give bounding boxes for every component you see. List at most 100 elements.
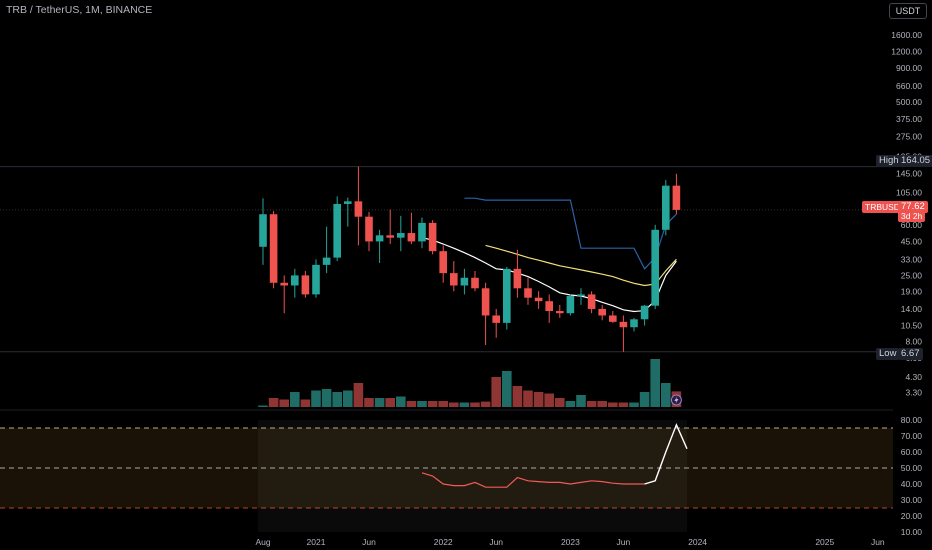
price-tick-label: 60.00 — [901, 220, 923, 230]
candle-body — [269, 214, 278, 283]
candle-body — [651, 229, 659, 306]
candle-body — [481, 288, 490, 316]
price-markers — [670, 394, 682, 406]
time-tick-label: 2023 — [561, 537, 580, 547]
candle-body — [365, 216, 373, 242]
time-axis: Aug 2021 Jun 2022 Jun 2023 Jun 2024 2025 Jun — [255, 537, 884, 547]
volume-bar — [491, 377, 501, 407]
volume-bar — [608, 402, 618, 407]
volume-bar — [597, 401, 607, 407]
price-tick-label: 500.00 — [896, 97, 922, 107]
currency-button[interactable]: USDT — [889, 3, 927, 19]
volume-bar — [533, 392, 544, 407]
candle-body — [386, 235, 394, 238]
volume-bar — [268, 398, 279, 407]
low-value: 6.67 — [898, 348, 923, 360]
price-tick-label: 25.00 — [901, 270, 923, 280]
rsi-line — [421, 472, 645, 488]
candle-body — [619, 321, 628, 328]
candle — [662, 180, 670, 236]
candle-body — [333, 203, 341, 258]
candle — [503, 266, 511, 330]
candle-body — [280, 282, 288, 286]
rsi-range-shade — [258, 420, 687, 532]
volume-bar — [661, 383, 671, 407]
price-tick-label: 900.00 — [896, 63, 922, 73]
price-tick-label: 275.00 — [896, 132, 922, 142]
rsi-tick-label: 70.00 — [901, 431, 923, 441]
candle-body — [312, 264, 320, 295]
time-tick-label: 2025 — [815, 537, 834, 547]
candle — [312, 259, 320, 298]
candle-body — [566, 296, 575, 314]
volume-bar — [480, 401, 491, 407]
time-tick-label: 2022 — [434, 537, 453, 547]
volume-bar — [406, 401, 417, 407]
candle-body — [609, 315, 617, 322]
candle — [365, 211, 373, 252]
candle — [439, 245, 447, 283]
volume-bar — [279, 399, 289, 407]
time-tick-label: Jun — [871, 537, 885, 547]
price-tick-label: 33.00 — [901, 254, 923, 264]
high-label: High — [876, 155, 902, 167]
candle — [609, 311, 617, 323]
candle — [630, 317, 638, 332]
candle — [513, 249, 522, 298]
candle-body — [259, 214, 267, 247]
time-tick-label: Aug — [255, 537, 270, 547]
volume-bar — [449, 402, 459, 407]
volume-bar — [512, 386, 523, 407]
price-tick-label: 3.30 — [905, 387, 922, 397]
candle — [375, 229, 384, 263]
candle-body — [450, 273, 458, 286]
candle — [386, 209, 394, 245]
support-line — [464, 197, 677, 270]
rsi-tick-label: 40.00 — [901, 479, 923, 489]
price-tick-label: 8.00 — [905, 336, 922, 346]
candle — [545, 294, 553, 323]
volume-bar — [650, 359, 660, 407]
candle-body — [428, 222, 437, 252]
volume-bar — [576, 395, 586, 407]
volume-bars — [258, 359, 682, 407]
volume-bar — [417, 401, 427, 407]
volume-bar — [470, 402, 480, 407]
candle — [354, 166, 363, 246]
candle — [598, 304, 606, 321]
candle-body — [397, 233, 405, 238]
volume-bar — [258, 405, 268, 407]
rsi-tick-label: 50.00 — [901, 463, 923, 473]
candle-body — [301, 275, 310, 295]
candle — [481, 282, 490, 346]
ema-fast-line — [421, 237, 677, 313]
rsi-tick-label: 20.00 — [901, 511, 923, 521]
price-tick-label: 19.00 — [901, 286, 923, 296]
candle — [269, 211, 278, 289]
candle — [322, 226, 331, 274]
volume-bar — [427, 401, 438, 407]
price-tick-label: 14.00 — [901, 304, 923, 314]
candle — [534, 291, 543, 309]
candle-body — [418, 222, 426, 242]
candle — [619, 315, 628, 352]
rsi-tick-label: 10.00 — [901, 527, 923, 537]
candle-body — [322, 257, 331, 265]
volume-bar — [565, 401, 576, 407]
volume-bar — [290, 392, 300, 407]
volume-bar — [374, 398, 385, 407]
volume-bar — [502, 371, 512, 407]
candle — [556, 304, 564, 318]
candle — [407, 212, 416, 245]
candle-body — [545, 301, 553, 312]
candle — [280, 275, 288, 314]
lightning-glyph — [674, 396, 679, 404]
candle — [471, 270, 479, 292]
candle-body — [524, 288, 532, 298]
candle — [428, 220, 437, 255]
time-tick-label: Jun — [489, 537, 503, 547]
candle-body — [471, 277, 479, 289]
volume-bar — [300, 399, 311, 407]
time-tick-label: 2021 — [307, 537, 326, 547]
